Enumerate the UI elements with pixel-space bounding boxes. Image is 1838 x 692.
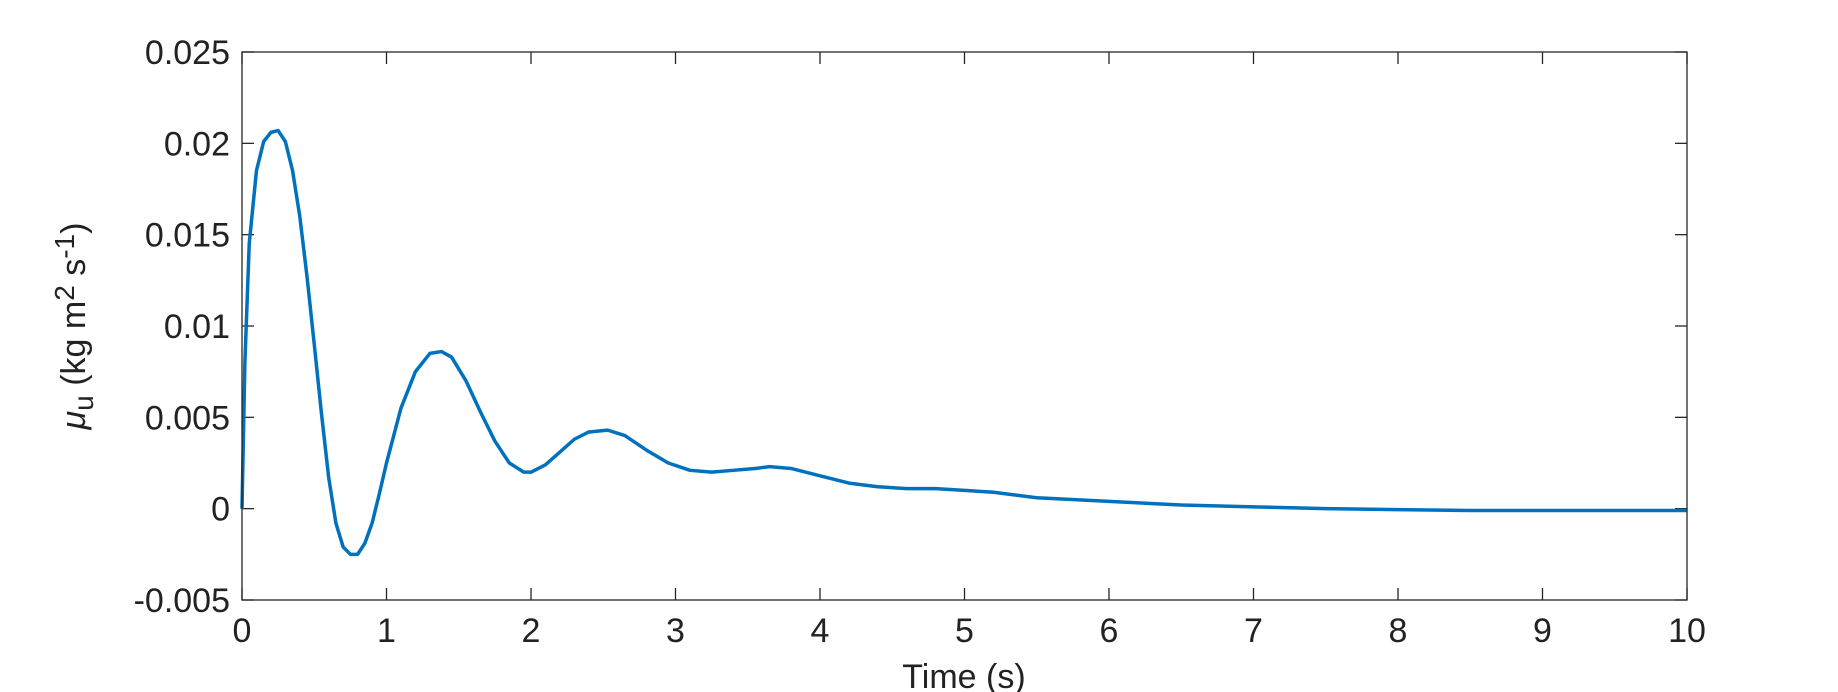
y-tick-label: 0.01	[164, 308, 230, 346]
y-label-part: )	[55, 223, 93, 234]
x-axis-label: Time (s)	[902, 658, 1025, 692]
y-label-part: μ	[55, 410, 93, 430]
x-tick-label: 3	[666, 612, 685, 650]
y-tick-label: 0.02	[164, 125, 230, 163]
y-tick-label: 0.005	[145, 399, 230, 437]
x-tick-label: 7	[1244, 612, 1263, 650]
y-tick-label: -0.005	[134, 582, 230, 620]
line-series	[240, 128, 1687, 557]
y-axis-label: μu (kg m2 s-1)	[49, 223, 100, 431]
y-tick-label: 0.015	[145, 217, 230, 255]
x-tick-label: 2	[522, 612, 541, 650]
x-tick-label: 8	[1389, 612, 1408, 650]
x-tick-label: 6	[1100, 612, 1119, 650]
y-label-part: (kg m	[55, 301, 93, 395]
x-tick-label: 0	[233, 612, 252, 650]
x-tick-label: 1	[377, 612, 396, 650]
x-tick-label: 9	[1533, 612, 1552, 650]
y-tick-label: 0.025	[145, 34, 230, 72]
x-tick-label: 5	[955, 612, 974, 650]
y-label-part: 2	[49, 285, 80, 301]
plot-frame	[241, 51, 1688, 601]
x-tick-label: 10	[1668, 612, 1706, 650]
y-tick-label: 0	[211, 491, 230, 529]
y-label-part: u	[68, 395, 99, 411]
x-tick-label: 4	[811, 612, 830, 650]
y-label-part: s	[55, 259, 93, 285]
y-label-part: -1	[49, 234, 80, 259]
